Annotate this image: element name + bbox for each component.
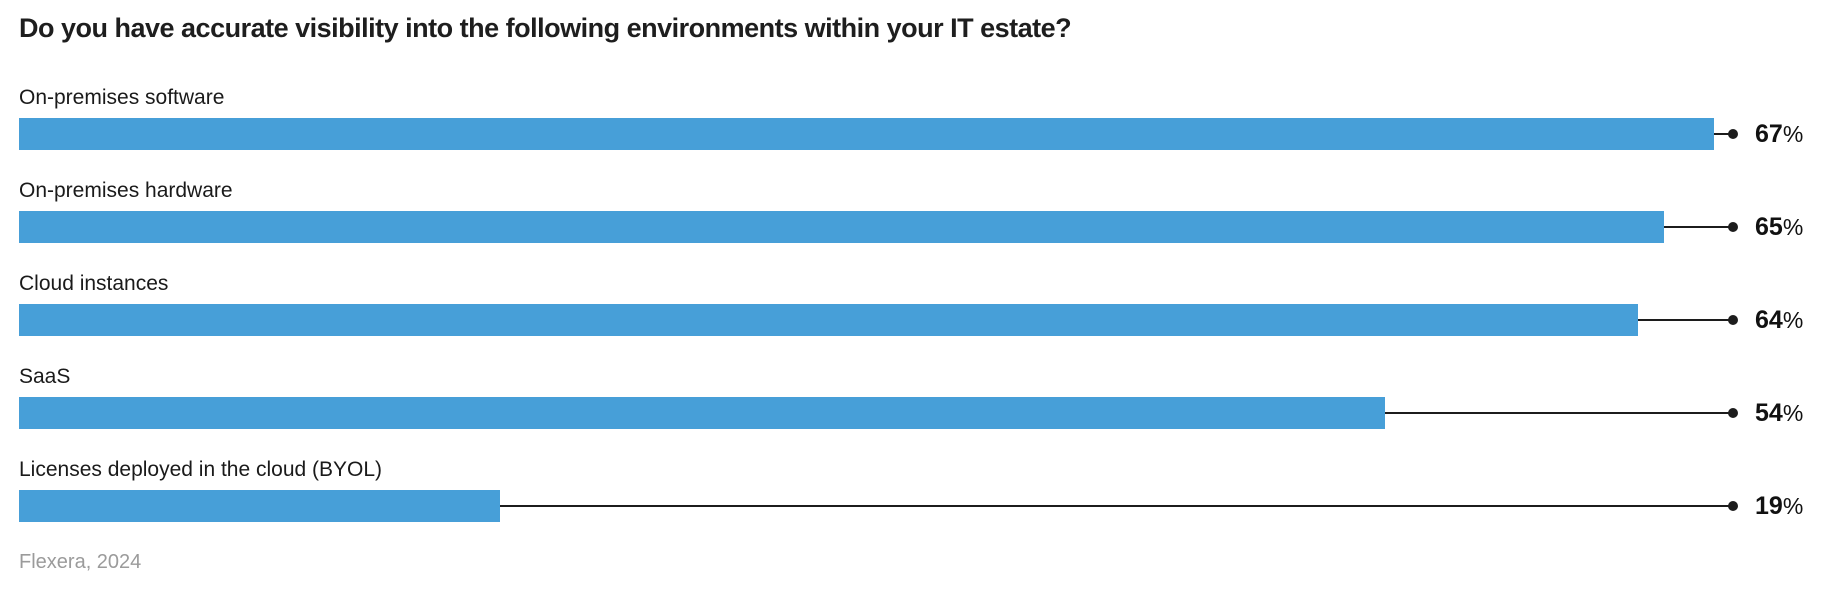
source-caption: Flexera, 2024 <box>19 551 142 573</box>
bar-track: 67% <box>19 118 1803 150</box>
percent-sign: % <box>1782 400 1804 426</box>
category-label: SaaS <box>19 365 71 388</box>
bar-row: SaaS 54% <box>19 363 1846 429</box>
leader-dot <box>1728 222 1738 232</box>
bar-row: Cloud instances 64% <box>19 270 1846 336</box>
value-number: 65 <box>1755 213 1783 241</box>
value-label: 67% <box>1755 118 1803 150</box>
value-number: 64 <box>1755 306 1783 334</box>
leader-dot <box>1728 129 1738 139</box>
bar <box>19 211 1664 243</box>
bar-track: 64% <box>19 304 1803 336</box>
bar <box>19 397 1386 429</box>
bar-track: 19% <box>19 490 1803 522</box>
bar <box>19 490 500 522</box>
category-label: Cloud instances <box>19 272 169 295</box>
value-number: 19 <box>1755 492 1783 520</box>
value-number: 54 <box>1755 399 1783 427</box>
value-number: 67 <box>1755 120 1783 148</box>
bar-row: On-premises software 67% <box>19 84 1846 150</box>
leader-dot <box>1728 501 1738 511</box>
value-label: 54% <box>1755 397 1803 429</box>
bar-track: 54% <box>19 397 1803 429</box>
chart-title: Do you have accurate visibility into the… <box>19 13 1072 43</box>
bar <box>19 118 1715 150</box>
leader-dot <box>1728 408 1738 418</box>
category-label: On-premises hardware <box>19 179 233 202</box>
bar-row: On-premises hardware 65% <box>19 177 1846 243</box>
bar-rows: On-premises software 67% On-premises har… <box>19 84 1846 549</box>
percent-sign: % <box>1782 121 1804 147</box>
leader-dot <box>1728 315 1738 325</box>
category-label: Licenses deployed in the cloud (BYOL) <box>19 458 383 481</box>
bar <box>19 304 1639 336</box>
percent-sign: % <box>1782 214 1804 240</box>
value-label: 64% <box>1755 304 1803 336</box>
leader-line <box>19 505 1733 507</box>
percent-sign: % <box>1782 493 1804 519</box>
percent-sign: % <box>1782 307 1804 333</box>
value-label: 65% <box>1755 211 1803 243</box>
value-label: 19% <box>1755 490 1803 522</box>
bar-track: 65% <box>19 211 1803 243</box>
category-label: On-premises software <box>19 86 225 109</box>
bar-row: Licenses deployed in the cloud (BYOL) 19… <box>19 456 1846 522</box>
